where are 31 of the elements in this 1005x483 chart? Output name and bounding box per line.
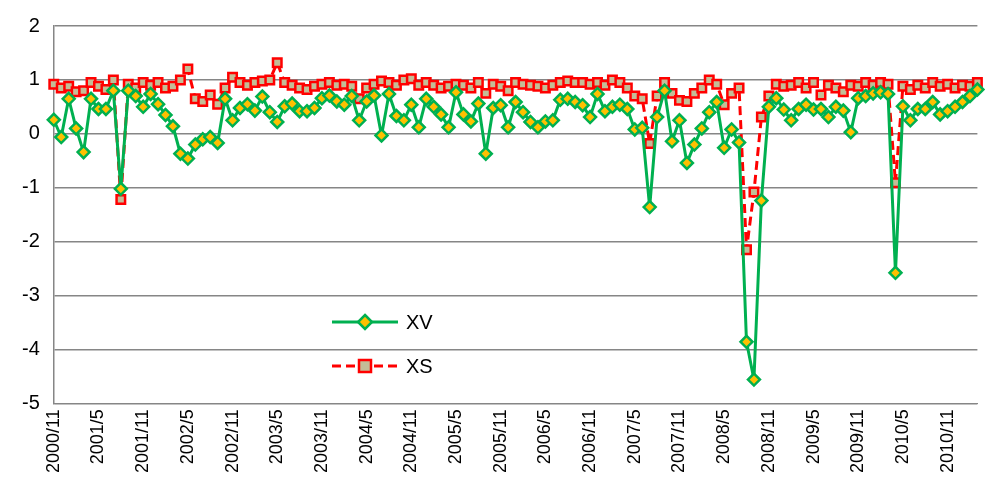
x-tick-label: 2006/5 xyxy=(534,409,555,465)
y-tick-label: 2 xyxy=(28,13,40,36)
x-tick-label: 2007/11 xyxy=(668,409,689,473)
y-tick-label: -1 xyxy=(21,175,40,198)
x-tick-label: 2010/5 xyxy=(891,409,912,465)
x-tick-label: 2008/11 xyxy=(757,409,778,473)
y-tick-label: -4 xyxy=(21,336,40,359)
x-tick-label: 2001/5 xyxy=(87,409,108,465)
x-tick-label: 2001/11 xyxy=(132,409,153,473)
x-tick-label: 2000/11 xyxy=(42,409,63,473)
x-tick-label: 2006/11 xyxy=(579,409,600,473)
x-tick-label: 2010/11 xyxy=(936,409,957,473)
x-tick-label: 2009/11 xyxy=(847,409,868,473)
x-tick-label: 2003/11 xyxy=(310,409,331,473)
x-tick-label: 2008/5 xyxy=(713,409,734,465)
legend-label: XS xyxy=(406,354,433,378)
y-tick-label: 0 xyxy=(28,121,40,144)
y-tick-label: -5 xyxy=(21,390,40,413)
x-tick-label: 2004/5 xyxy=(355,409,376,465)
y-tick-label: -2 xyxy=(21,229,40,252)
x-tick-label: 2004/11 xyxy=(400,409,421,473)
legend-label: XV xyxy=(406,310,433,334)
x-tick-label: 2003/5 xyxy=(266,409,287,465)
x-tick-label: 2005/5 xyxy=(444,409,465,465)
y-tick-label: 1 xyxy=(28,67,40,90)
x-tick-label: 2005/11 xyxy=(489,409,510,473)
x-tick-label: 2009/5 xyxy=(802,409,823,465)
x-tick-label: 2007/5 xyxy=(623,409,644,465)
x-tick-label: 2002/5 xyxy=(176,409,197,465)
y-tick-label: -3 xyxy=(21,282,40,305)
x-tick-label: 2002/11 xyxy=(221,409,242,473)
